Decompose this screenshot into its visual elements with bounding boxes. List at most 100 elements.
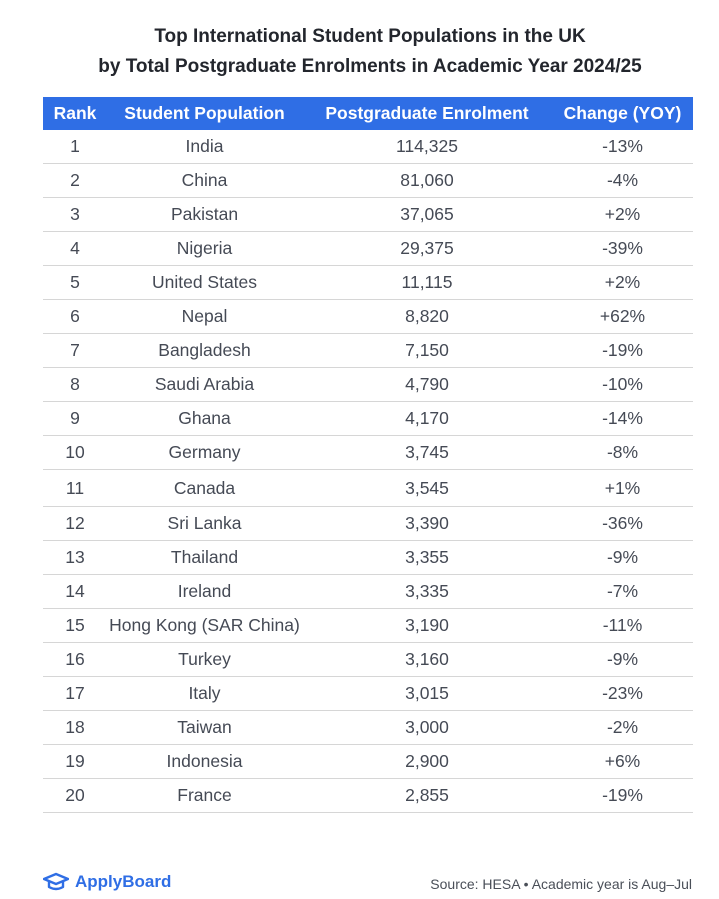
rank-cell: 14 (43, 574, 107, 609)
enrolment-cell: 4,790 (302, 367, 552, 402)
enrolment-cell: 4,170 (302, 401, 552, 436)
table-row: 11 Canada 3,545 +1% (43, 469, 693, 507)
country-cell: Taiwan (107, 710, 302, 745)
rank-cell: 3 (43, 197, 107, 232)
title-line-1: Top International Student Populations in… (154, 26, 586, 47)
table-row: 9 Ghana 4,170 -14% (43, 401, 693, 436)
rank-cell: 7 (43, 333, 107, 368)
page-title: Top International Student Populations in… (0, 22, 719, 82)
enrolment-cell: 2,855 (302, 778, 552, 813)
enrolment-cell: 3,160 (302, 642, 552, 677)
change-cell: -8% (552, 435, 693, 470)
rank-cell: 5 (43, 265, 107, 300)
enrolment-cell: 3,545 (302, 469, 552, 507)
enrolment-cell: 8,820 (302, 299, 552, 334)
enrolment-cell: 3,015 (302, 676, 552, 711)
table-row: 3 Pakistan 37,065 +2% (43, 197, 693, 232)
logo-text: ApplyBoard (75, 872, 172, 891)
table-row: 8 Saudi Arabia 4,790 -10% (43, 367, 693, 402)
table-row: 5 United States 11,115 +2% (43, 265, 693, 300)
table-row: 1 India 114,325 -13% (43, 130, 693, 164)
country-cell: Pakistan (107, 197, 302, 232)
rank-cell: 4 (43, 231, 107, 266)
rank-cell: 13 (43, 540, 107, 575)
country-cell: Nepal (107, 299, 302, 334)
rank-cell: 11 (43, 469, 107, 507)
title-line-2: by Total Postgraduate Enrolments in Acad… (98, 56, 642, 77)
table-row: 12 Sri Lanka 3,390 -36% (43, 506, 693, 541)
change-cell: -13% (552, 130, 693, 164)
change-cell: -10% (552, 367, 693, 402)
enrolment-cell: 81,060 (302, 163, 552, 198)
country-cell: United States (107, 265, 302, 300)
change-cell: -39% (552, 231, 693, 266)
table-body: 1 India 114,325 -13% 2 China 81,060 -4% 3 Pakista… (43, 130, 693, 813)
table-row: 16 Turkey 3,160 -9% (43, 642, 693, 677)
rank-cell: 1 (43, 130, 107, 164)
enrolment-cell: 3,000 (302, 710, 552, 745)
enrolment-cell: 2,900 (302, 744, 552, 779)
table-row: 2 China 81,060 -4% (43, 163, 693, 198)
enrolment-table: Rank Student Population Postgraduate Enr… (43, 97, 693, 813)
table-row: 19 Indonesia 2,900 +6% (43, 744, 693, 779)
change-cell: +2% (552, 197, 693, 232)
rank-cell: 17 (43, 676, 107, 711)
applyboard-logo: ApplyBoard (43, 872, 171, 892)
table-row: 20 France 2,855 -19% (43, 778, 693, 813)
table-row: 15 Hong Kong (SAR China) 3,190 -11% (43, 608, 693, 643)
rank-cell: 2 (43, 163, 107, 198)
rank-cell: 9 (43, 401, 107, 436)
table-row: 6 Nepal 8,820 +62% (43, 299, 693, 334)
table-row: 17 Italy 3,015 -23% (43, 676, 693, 711)
table-row: 18 Taiwan 3,000 -2% (43, 710, 693, 745)
enrolment-cell: 29,375 (302, 231, 552, 266)
rank-cell: 16 (43, 642, 107, 677)
table-row: 13 Thailand 3,355 -9% (43, 540, 693, 575)
country-cell: Bangladesh (107, 333, 302, 368)
country-cell: France (107, 778, 302, 813)
change-cell: -4% (552, 163, 693, 198)
country-cell: China (107, 163, 302, 198)
enrolment-cell: 3,355 (302, 540, 552, 575)
country-cell: Germany (107, 435, 302, 470)
rank-cell: 10 (43, 435, 107, 470)
country-cell: Canada (107, 469, 302, 507)
change-cell: +1% (552, 469, 693, 507)
header-postgraduate-enrolment: Postgraduate Enrolment (302, 97, 552, 130)
rank-cell: 19 (43, 744, 107, 779)
country-cell: India (107, 130, 302, 164)
country-cell: Italy (107, 676, 302, 711)
enrolment-cell: 3,190 (302, 608, 552, 643)
change-cell: -14% (552, 401, 693, 436)
graduation-cap-icon (43, 872, 69, 891)
country-cell: Hong Kong (SAR China) (107, 608, 302, 643)
change-cell: -19% (552, 333, 693, 368)
table-row: 14 Ireland 3,335 -7% (43, 574, 693, 609)
country-cell: Saudi Arabia (107, 367, 302, 402)
rank-cell: 18 (43, 710, 107, 745)
country-cell: Sri Lanka (107, 506, 302, 541)
enrolment-cell: 114,325 (302, 130, 552, 164)
country-cell: Nigeria (107, 231, 302, 266)
enrolment-cell: 3,335 (302, 574, 552, 609)
enrolment-cell: 3,390 (302, 506, 552, 541)
change-cell: -11% (552, 608, 693, 643)
enrolment-cell: 11,115 (302, 265, 552, 300)
change-cell: -23% (552, 676, 693, 711)
rank-cell: 6 (43, 299, 107, 334)
change-cell: -2% (552, 710, 693, 745)
country-cell: Ghana (107, 401, 302, 436)
country-cell: Indonesia (107, 744, 302, 779)
rank-cell: 8 (43, 367, 107, 402)
rank-cell: 15 (43, 608, 107, 643)
table-row: 10 Germany 3,745 -8% (43, 435, 693, 470)
change-cell: +6% (552, 744, 693, 779)
source-note: Source: HESA • Academic year is Aug–Jul (430, 876, 692, 892)
change-cell: -9% (552, 642, 693, 677)
change-cell: -19% (552, 778, 693, 813)
rank-cell: 12 (43, 506, 107, 541)
table-header-row: Rank Student Population Postgraduate Enr… (43, 97, 693, 130)
header-student-population: Student Population (107, 97, 302, 130)
rank-cell: 20 (43, 778, 107, 813)
country-cell: Thailand (107, 540, 302, 575)
